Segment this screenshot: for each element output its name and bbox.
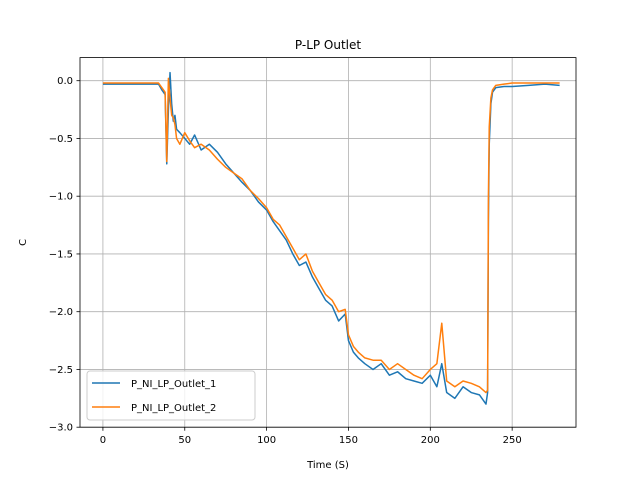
x-tick-label: 200 — [421, 435, 440, 446]
y-tick-label: 0.0 — [57, 76, 73, 87]
x-tick-label: 250 — [503, 435, 522, 446]
x-axis-label: Time (S) — [306, 460, 349, 471]
series-line-1 — [102, 71, 560, 405]
legend-box — [86, 370, 256, 421]
legend-label-series-1: P_NI_LP_Outlet_1 — [131, 379, 216, 390]
y-tick-label: −0.5 — [49, 134, 73, 145]
plot-area — [80, 57, 576, 428]
legend-label-series-2: P_NI_LP_Outlet_2 — [131, 403, 216, 414]
y-tick-label: −1.0 — [49, 192, 73, 203]
x-tick-label: 150 — [339, 435, 358, 446]
y-tick-label: −2.5 — [49, 365, 73, 376]
plot-frame — [79, 57, 577, 428]
y-axis-label: C — [18, 239, 29, 246]
legend: P_NI_LP_Outlet_1 P_NI_LP_Outlet_2 — [86, 370, 256, 421]
y-tick-label: −3.0 — [49, 423, 73, 434]
y-tick-label: −1.5 — [49, 249, 73, 260]
series-line-2 — [102, 77, 560, 394]
x-tick-label: 100 — [257, 435, 276, 446]
series-lines — [102, 71, 560, 405]
x-tick-label: 50 — [178, 435, 191, 446]
axis-ticks: 0 50 100 150 200 250 0.0 −0.5 −1.0 −1.5 −2.0 −2.5 −3… — [49, 76, 522, 446]
x-tick-label: 0 — [100, 435, 106, 446]
chart-title: P-LP Outlet — [295, 38, 362, 52]
y-tick-label: −2.0 — [49, 307, 73, 318]
